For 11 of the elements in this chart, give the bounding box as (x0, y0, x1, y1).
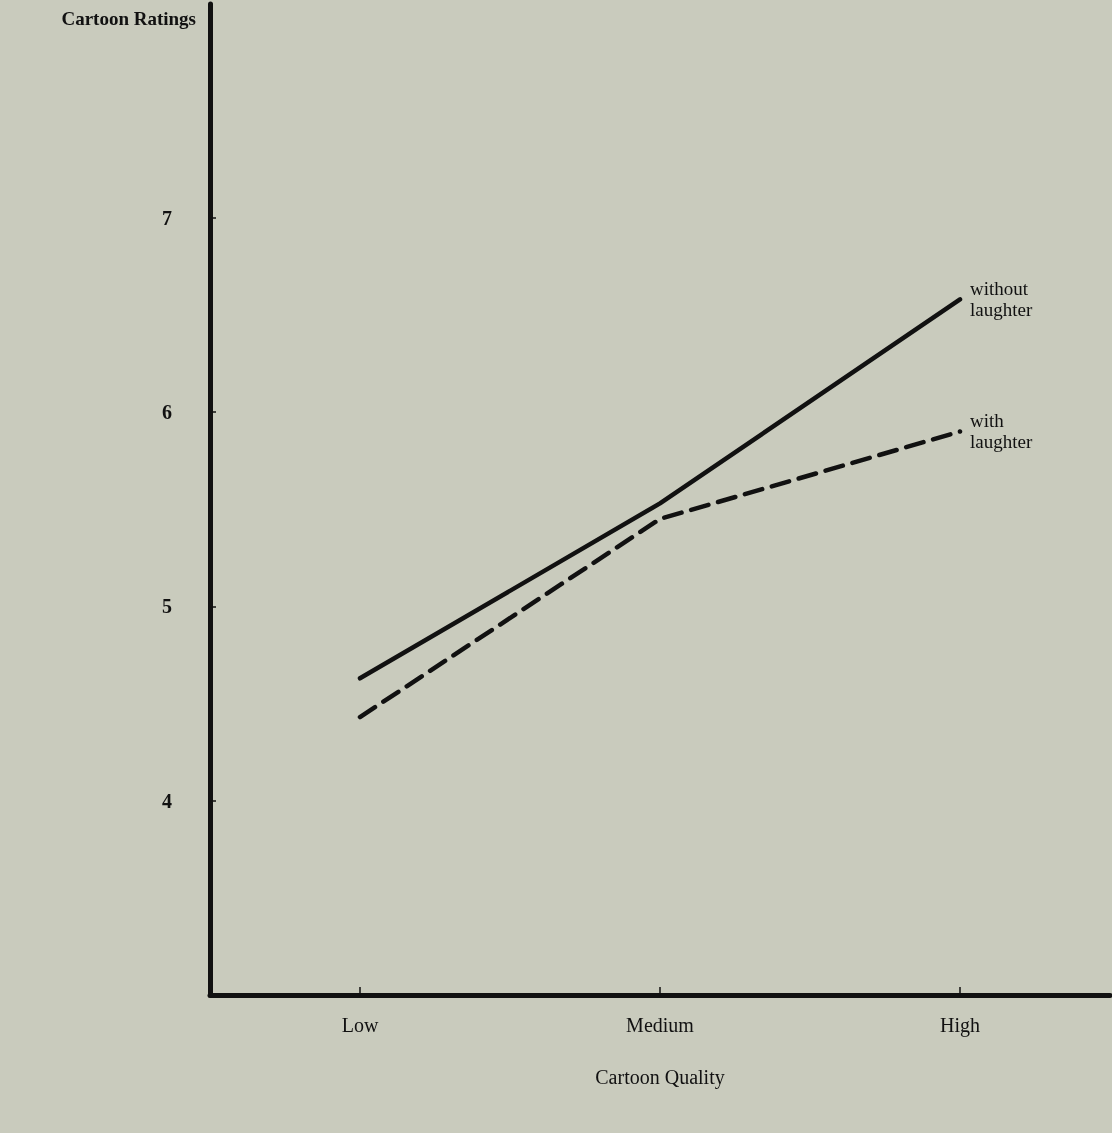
x-axis-title: Cartoon Quality (595, 1066, 725, 1089)
x-tick-label: Medium (626, 1014, 695, 1036)
series-label: without laughter (970, 278, 1033, 321)
y-tick-label: 4 (162, 789, 172, 812)
x-tick-label: High (940, 1014, 980, 1037)
x-tick-label: Low (341, 1014, 379, 1036)
y-tick-label: 7 (162, 206, 172, 229)
y-tick-label: 6 (162, 401, 172, 424)
series-label: with laughter (970, 410, 1033, 453)
y-tick-label: 5 (162, 595, 172, 618)
y-axis-title: Cartoon Ratings (61, 8, 196, 29)
